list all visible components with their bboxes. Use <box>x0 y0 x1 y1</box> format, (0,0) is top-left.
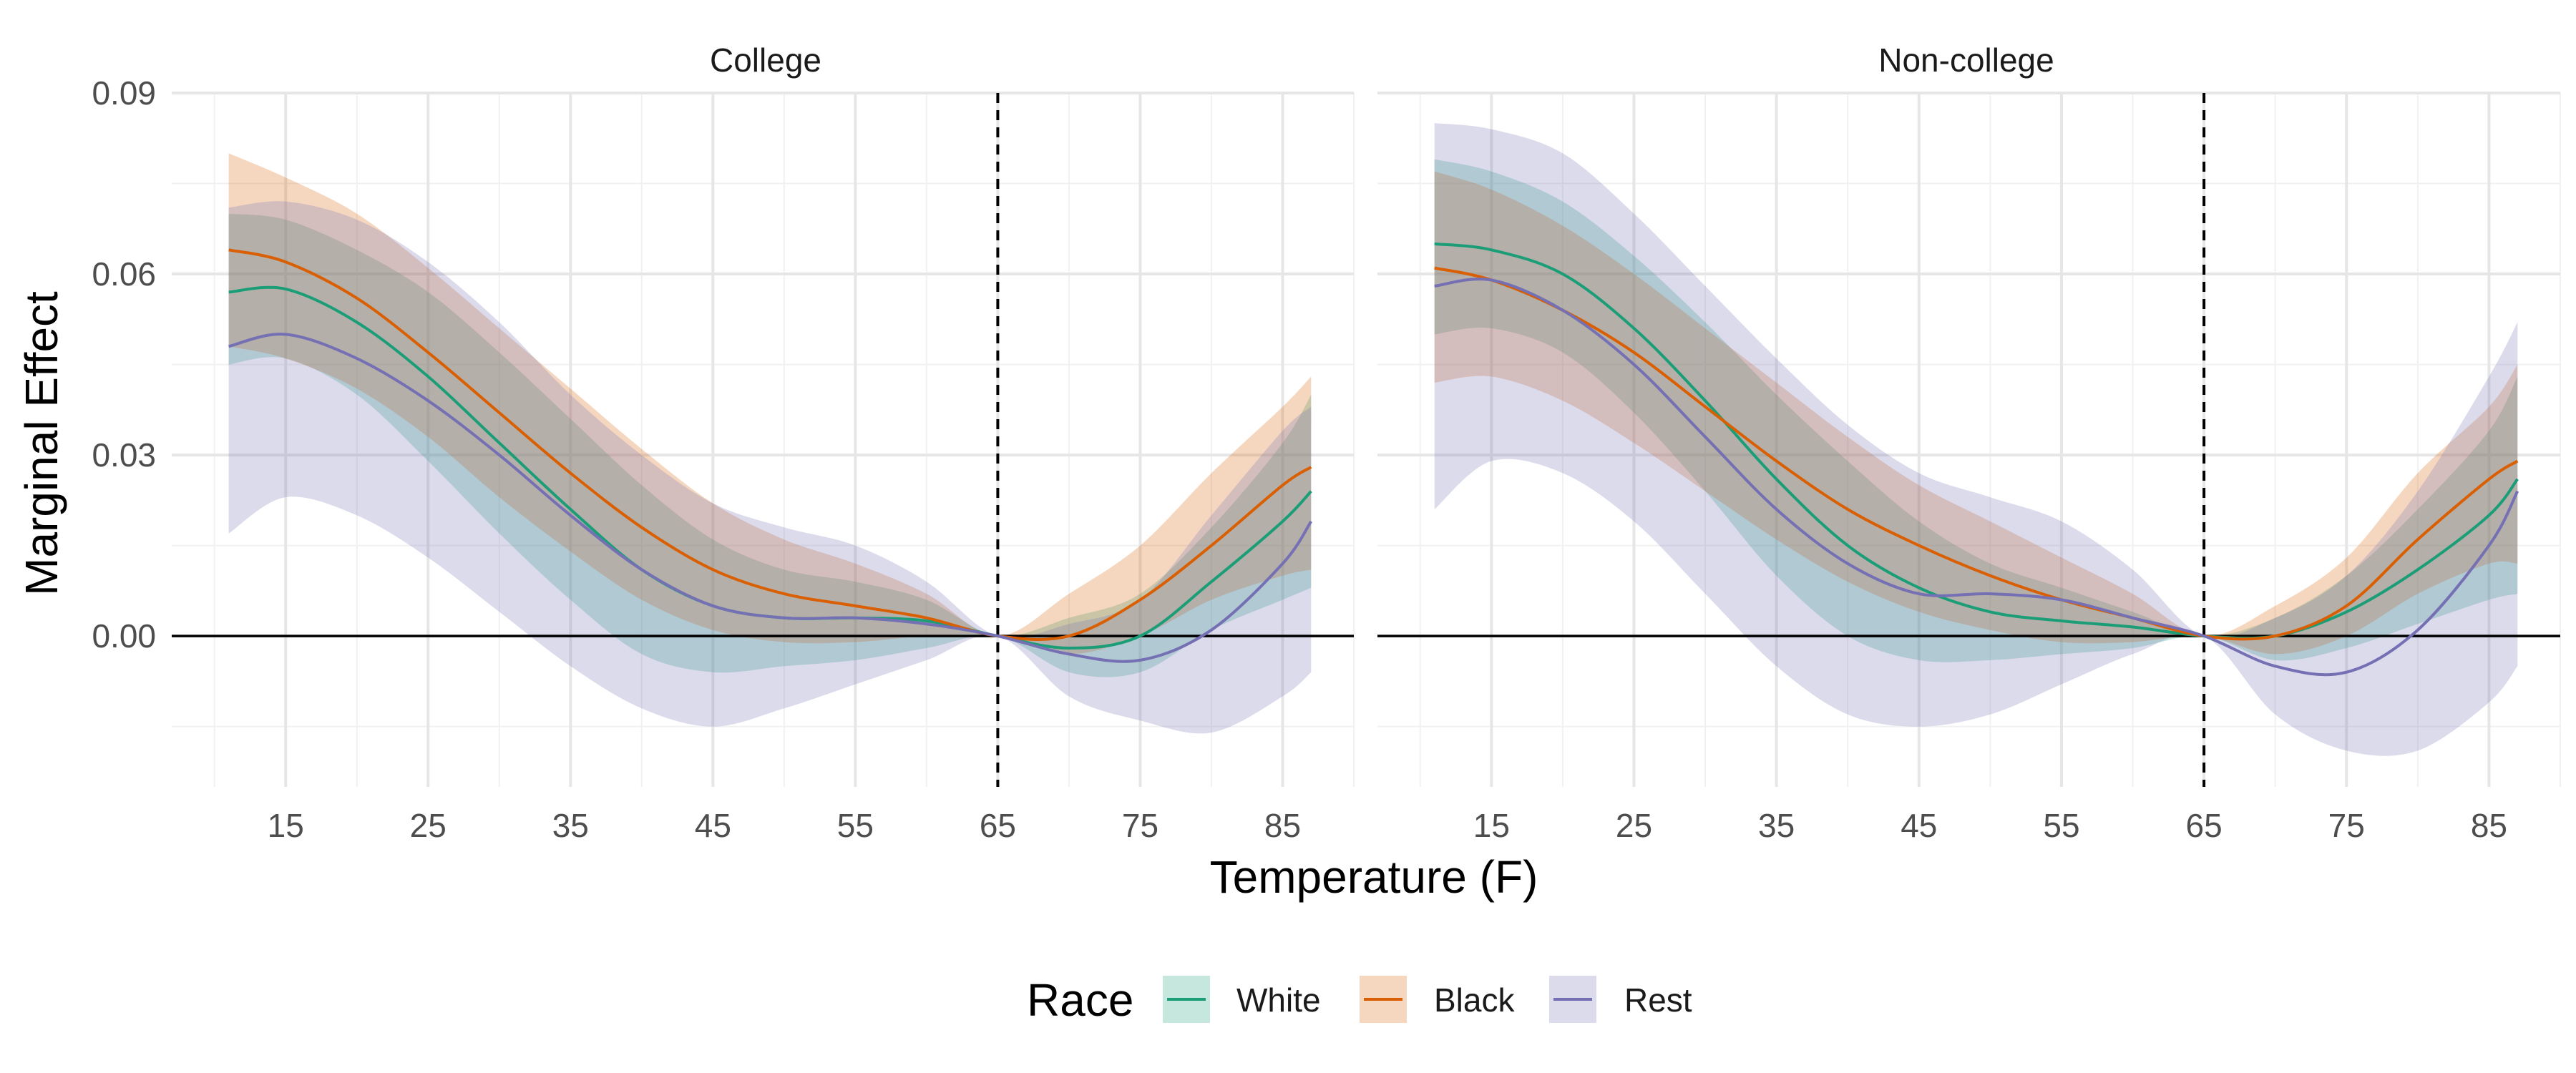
x-tick-label: 15 <box>1473 807 1510 844</box>
y-axis-title: Marginal Effect <box>16 291 67 596</box>
x-tick-label: 85 <box>2471 807 2507 844</box>
minor-gridlines <box>1377 93 2561 787</box>
x-tick-label: 75 <box>1122 807 1158 844</box>
band-rest <box>1434 123 2518 756</box>
x-tick-label: 25 <box>410 807 447 844</box>
band-black <box>1434 171 2518 655</box>
y-tick-label: 0.06 <box>92 255 156 293</box>
x-tick-label: 65 <box>2186 807 2223 844</box>
x-tick-label: 45 <box>1901 807 1937 844</box>
y-tick-label: 0.00 <box>92 617 156 655</box>
x-tick-label: 35 <box>552 807 589 844</box>
x-axis-ticks: 15 25 35 45 55 65 75 85 <box>268 807 1301 844</box>
line-black <box>1434 266 2519 641</box>
legend: Race White Black Rest <box>1027 974 1692 1026</box>
x-tick-label: 55 <box>837 807 874 844</box>
line-rest <box>228 333 1312 663</box>
panel-non-college: 15 25 35 45 55 65 75 85 <box>1377 92 2561 844</box>
x-tick-label: 65 <box>980 807 1016 844</box>
confidence-bands <box>1434 123 2518 756</box>
confidence-bands <box>228 153 1312 734</box>
strip-label-college: College <box>710 41 821 79</box>
line-rest <box>1434 278 2519 677</box>
band-white <box>228 213 1312 677</box>
band-rest <box>228 201 1312 734</box>
legend-key-black <box>1360 976 1407 1023</box>
y-axis-ticks: 0.00 0.03 0.06 0.09 <box>92 74 156 655</box>
legend-label-black: Black <box>1434 981 1515 1019</box>
x-tick-label: 25 <box>1616 807 1652 844</box>
legend-key-rest <box>1549 976 1596 1023</box>
band-black <box>228 153 1312 655</box>
band-white <box>1434 159 2518 662</box>
series-lines <box>1434 242 2519 677</box>
x-axis-ticks: 15 25 35 45 55 65 75 85 <box>1473 807 2507 844</box>
x-axis-title: Temperature (F) <box>1210 851 1538 903</box>
x-tick-label: 45 <box>695 807 731 844</box>
x-tick-label: 55 <box>2043 807 2079 844</box>
panel-college: 15 25 35 45 55 65 75 85 <box>172 92 1355 844</box>
strip-label-non-college: Non-college <box>1878 41 2054 79</box>
x-tick-label: 35 <box>1758 807 1795 844</box>
x-tick-label: 75 <box>2328 807 2365 844</box>
legend-label-white: White <box>1236 981 1321 1019</box>
legend-title: Race <box>1027 974 1133 1026</box>
x-tick-label: 85 <box>1264 807 1301 844</box>
legend-label-rest: Rest <box>1624 981 1692 1019</box>
y-tick-label: 0.09 <box>92 74 156 112</box>
x-tick-label: 15 <box>268 807 304 844</box>
line-white <box>1434 242 2519 640</box>
line-black <box>228 248 1312 641</box>
y-tick-label: 0.03 <box>92 436 156 474</box>
series-lines <box>228 248 1312 663</box>
legend-key-white <box>1163 976 1210 1023</box>
